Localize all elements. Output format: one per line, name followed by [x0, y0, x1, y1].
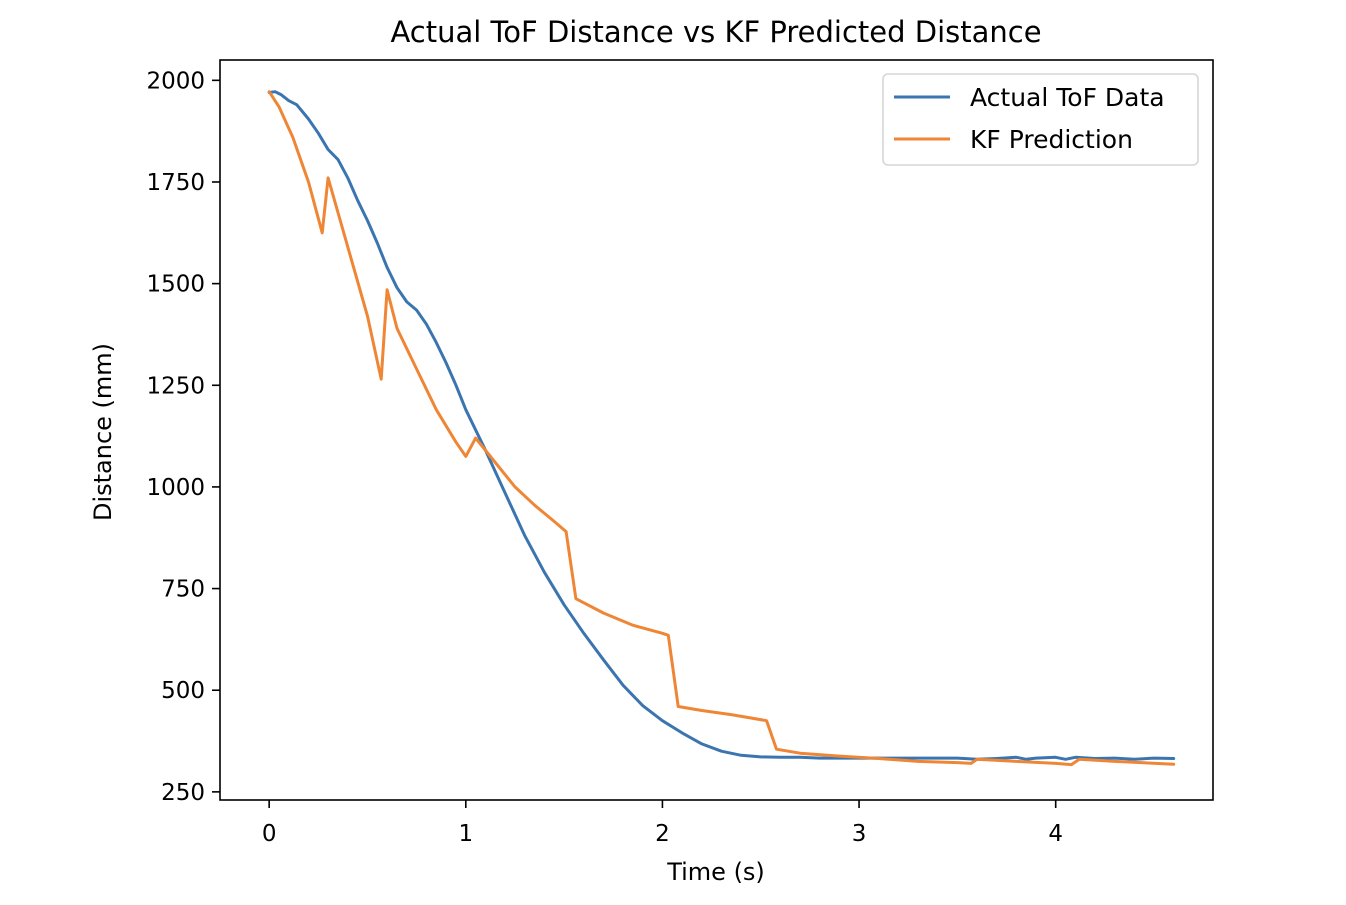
legend: Actual ToF Data KF Prediction: [882, 73, 1199, 166]
plot-area: [267, 90, 1176, 767]
series-line-0: [267, 90, 1176, 761]
plot-frame: [219, 59, 1214, 801]
y-tick-label: 1250: [146, 373, 205, 399]
y-tick-label: 250: [161, 780, 205, 806]
y-tick-label: 1750: [146, 170, 205, 196]
legend-box: [882, 73, 1199, 166]
x-tick-label: 3: [852, 821, 867, 847]
y-tick-label: 2000: [146, 68, 205, 94]
y-axis: 250 500 750 1000 1250 1500 1750 2000: [146, 68, 220, 806]
legend-label-0: Actual ToF Data: [970, 83, 1165, 112]
x-tick-label: 2: [655, 821, 670, 847]
x-tick-label: 4: [1048, 821, 1063, 847]
x-tick-label: 0: [262, 821, 277, 847]
legend-label-1: KF Prediction: [970, 125, 1133, 154]
y-tick-label: 1500: [146, 272, 205, 298]
y-tick-label: 1000: [146, 475, 205, 501]
x-axis-label: Time (s): [666, 858, 765, 886]
series-line-1: [267, 90, 1176, 767]
x-tick-label: 1: [458, 821, 473, 847]
y-tick-label: 500: [161, 678, 205, 704]
chart-title: Actual ToF Distance vs KF Predicted Dist…: [390, 15, 1041, 49]
y-axis-label: Distance (mm): [89, 343, 117, 521]
y-tick-label: 750: [161, 577, 205, 603]
x-axis: 0 1 2 3 4: [262, 800, 1063, 847]
